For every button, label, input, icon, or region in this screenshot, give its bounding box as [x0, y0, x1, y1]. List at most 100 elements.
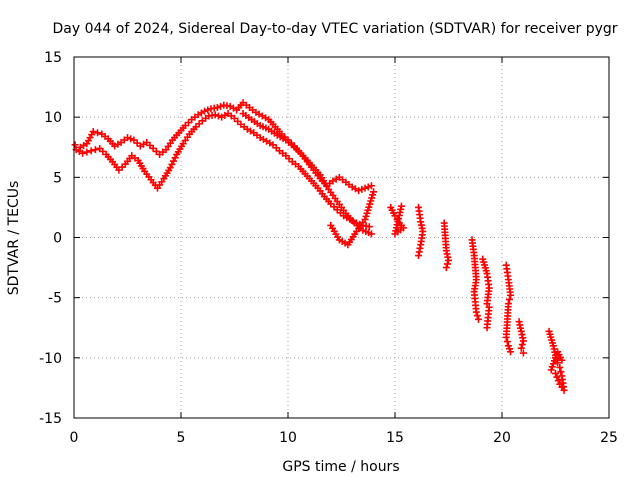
data-point — [367, 182, 375, 190]
data-point-fill — [503, 338, 511, 346]
data-series — [71, 99, 568, 394]
data-point-fill — [364, 183, 372, 191]
data-point-fill — [118, 163, 126, 171]
data-point-fill — [288, 141, 296, 149]
data-point-fill — [262, 124, 270, 132]
data-point-fill — [318, 190, 326, 198]
data-point-fill — [305, 175, 313, 183]
data-point-fill — [159, 148, 167, 156]
data-point-fill — [94, 129, 102, 137]
data-point-fill — [166, 139, 174, 147]
data-point-fill — [558, 383, 566, 391]
data-point-fill — [518, 341, 526, 349]
data-point-fill — [483, 297, 491, 305]
data-point-fill — [139, 165, 147, 173]
data-point — [552, 369, 559, 377]
series-track-8 — [468, 236, 482, 323]
data-point-fill — [255, 110, 263, 118]
data-point-fill — [325, 197, 333, 205]
data-point-fill — [191, 113, 199, 121]
data-point-fill — [204, 106, 212, 114]
grid-lines — [74, 57, 609, 418]
data-point-fill — [190, 125, 198, 133]
data-point-fill — [83, 148, 91, 156]
data-point-fill — [245, 114, 253, 122]
data-point-fill — [127, 135, 135, 143]
data-point-fill — [114, 140, 122, 148]
data-point-fill — [312, 182, 320, 190]
data-point-fill — [145, 173, 153, 181]
data-point-fill — [556, 353, 564, 361]
chart-title: Day 044 of 2024, Sidereal Day-to-day VTE… — [52, 21, 617, 37]
data-point-fill — [348, 217, 356, 225]
data-point-fill — [291, 160, 299, 168]
data-point-fill — [416, 214, 424, 222]
data-point-fill — [505, 295, 513, 303]
data-point-fill — [242, 101, 250, 109]
data-point-fill — [504, 272, 512, 280]
data-point-fill — [365, 229, 373, 237]
data-point-fill — [341, 239, 349, 247]
data-point-fill — [170, 157, 178, 165]
data-point-fill — [146, 141, 154, 149]
data-point-fill — [505, 345, 513, 353]
x-tick-label: 0 — [70, 430, 79, 446]
data-point-fill — [234, 117, 242, 125]
data-point-fill — [197, 109, 205, 117]
data-point-fill — [210, 104, 218, 112]
data-point-fill — [390, 209, 398, 217]
data-point-fill — [227, 112, 235, 120]
data-point-fill — [369, 191, 377, 199]
data-point-fill — [482, 267, 490, 275]
data-point-fill — [259, 135, 267, 143]
series-track-7 — [440, 219, 452, 272]
data-point-fill — [131, 154, 139, 162]
data-point-fill — [279, 134, 287, 142]
data-point-fill — [140, 140, 148, 148]
data-point — [71, 141, 79, 149]
data-point-fill — [470, 248, 478, 256]
data-point — [361, 184, 369, 192]
y-tick-label: 10 — [44, 110, 62, 126]
data-point-fill — [442, 244, 450, 252]
data-point-fill — [334, 233, 342, 241]
series-track-5 — [387, 202, 408, 238]
data-point-fill — [305, 159, 313, 167]
data-point-fill — [314, 169, 322, 177]
data-point-fill — [179, 124, 187, 132]
series-track-10 — [502, 261, 515, 356]
y-tick-label: -10 — [39, 351, 62, 367]
data-point-fill — [483, 320, 491, 328]
x-tick-label: 25 — [600, 430, 618, 446]
data-point-fill — [80, 141, 88, 149]
data-point-fill — [557, 368, 565, 376]
data-point-fill — [173, 131, 181, 139]
data-point-fill — [214, 112, 222, 120]
data-point-fill — [75, 147, 83, 155]
data-point — [474, 315, 482, 323]
data-point-fill — [240, 123, 248, 131]
data-point-fill — [221, 111, 229, 119]
data-point-fill — [553, 373, 561, 381]
data-point-fill — [359, 218, 367, 226]
data-point-fill — [519, 334, 527, 342]
data-point-fill — [299, 167, 307, 175]
data-point-fill — [517, 324, 525, 332]
data-point-fill — [253, 131, 261, 139]
series-track-2 — [72, 110, 373, 231]
x-axis-label: GPS time / hours — [282, 459, 399, 475]
x-tick-label: 5 — [177, 430, 186, 446]
data-point-fill — [443, 260, 451, 268]
data-point-fill — [418, 224, 426, 232]
y-tick-label: 0 — [53, 231, 62, 247]
data-point-fill — [106, 155, 114, 163]
data-point-fill — [397, 205, 405, 213]
data-point-fill — [178, 142, 186, 150]
data-point-fill — [330, 203, 338, 211]
data-point-fill — [253, 120, 261, 128]
series-track-3 — [239, 110, 375, 238]
x-tick-label: 15 — [386, 430, 404, 446]
data-point-fill — [444, 253, 452, 261]
data-point-fill — [345, 181, 353, 189]
